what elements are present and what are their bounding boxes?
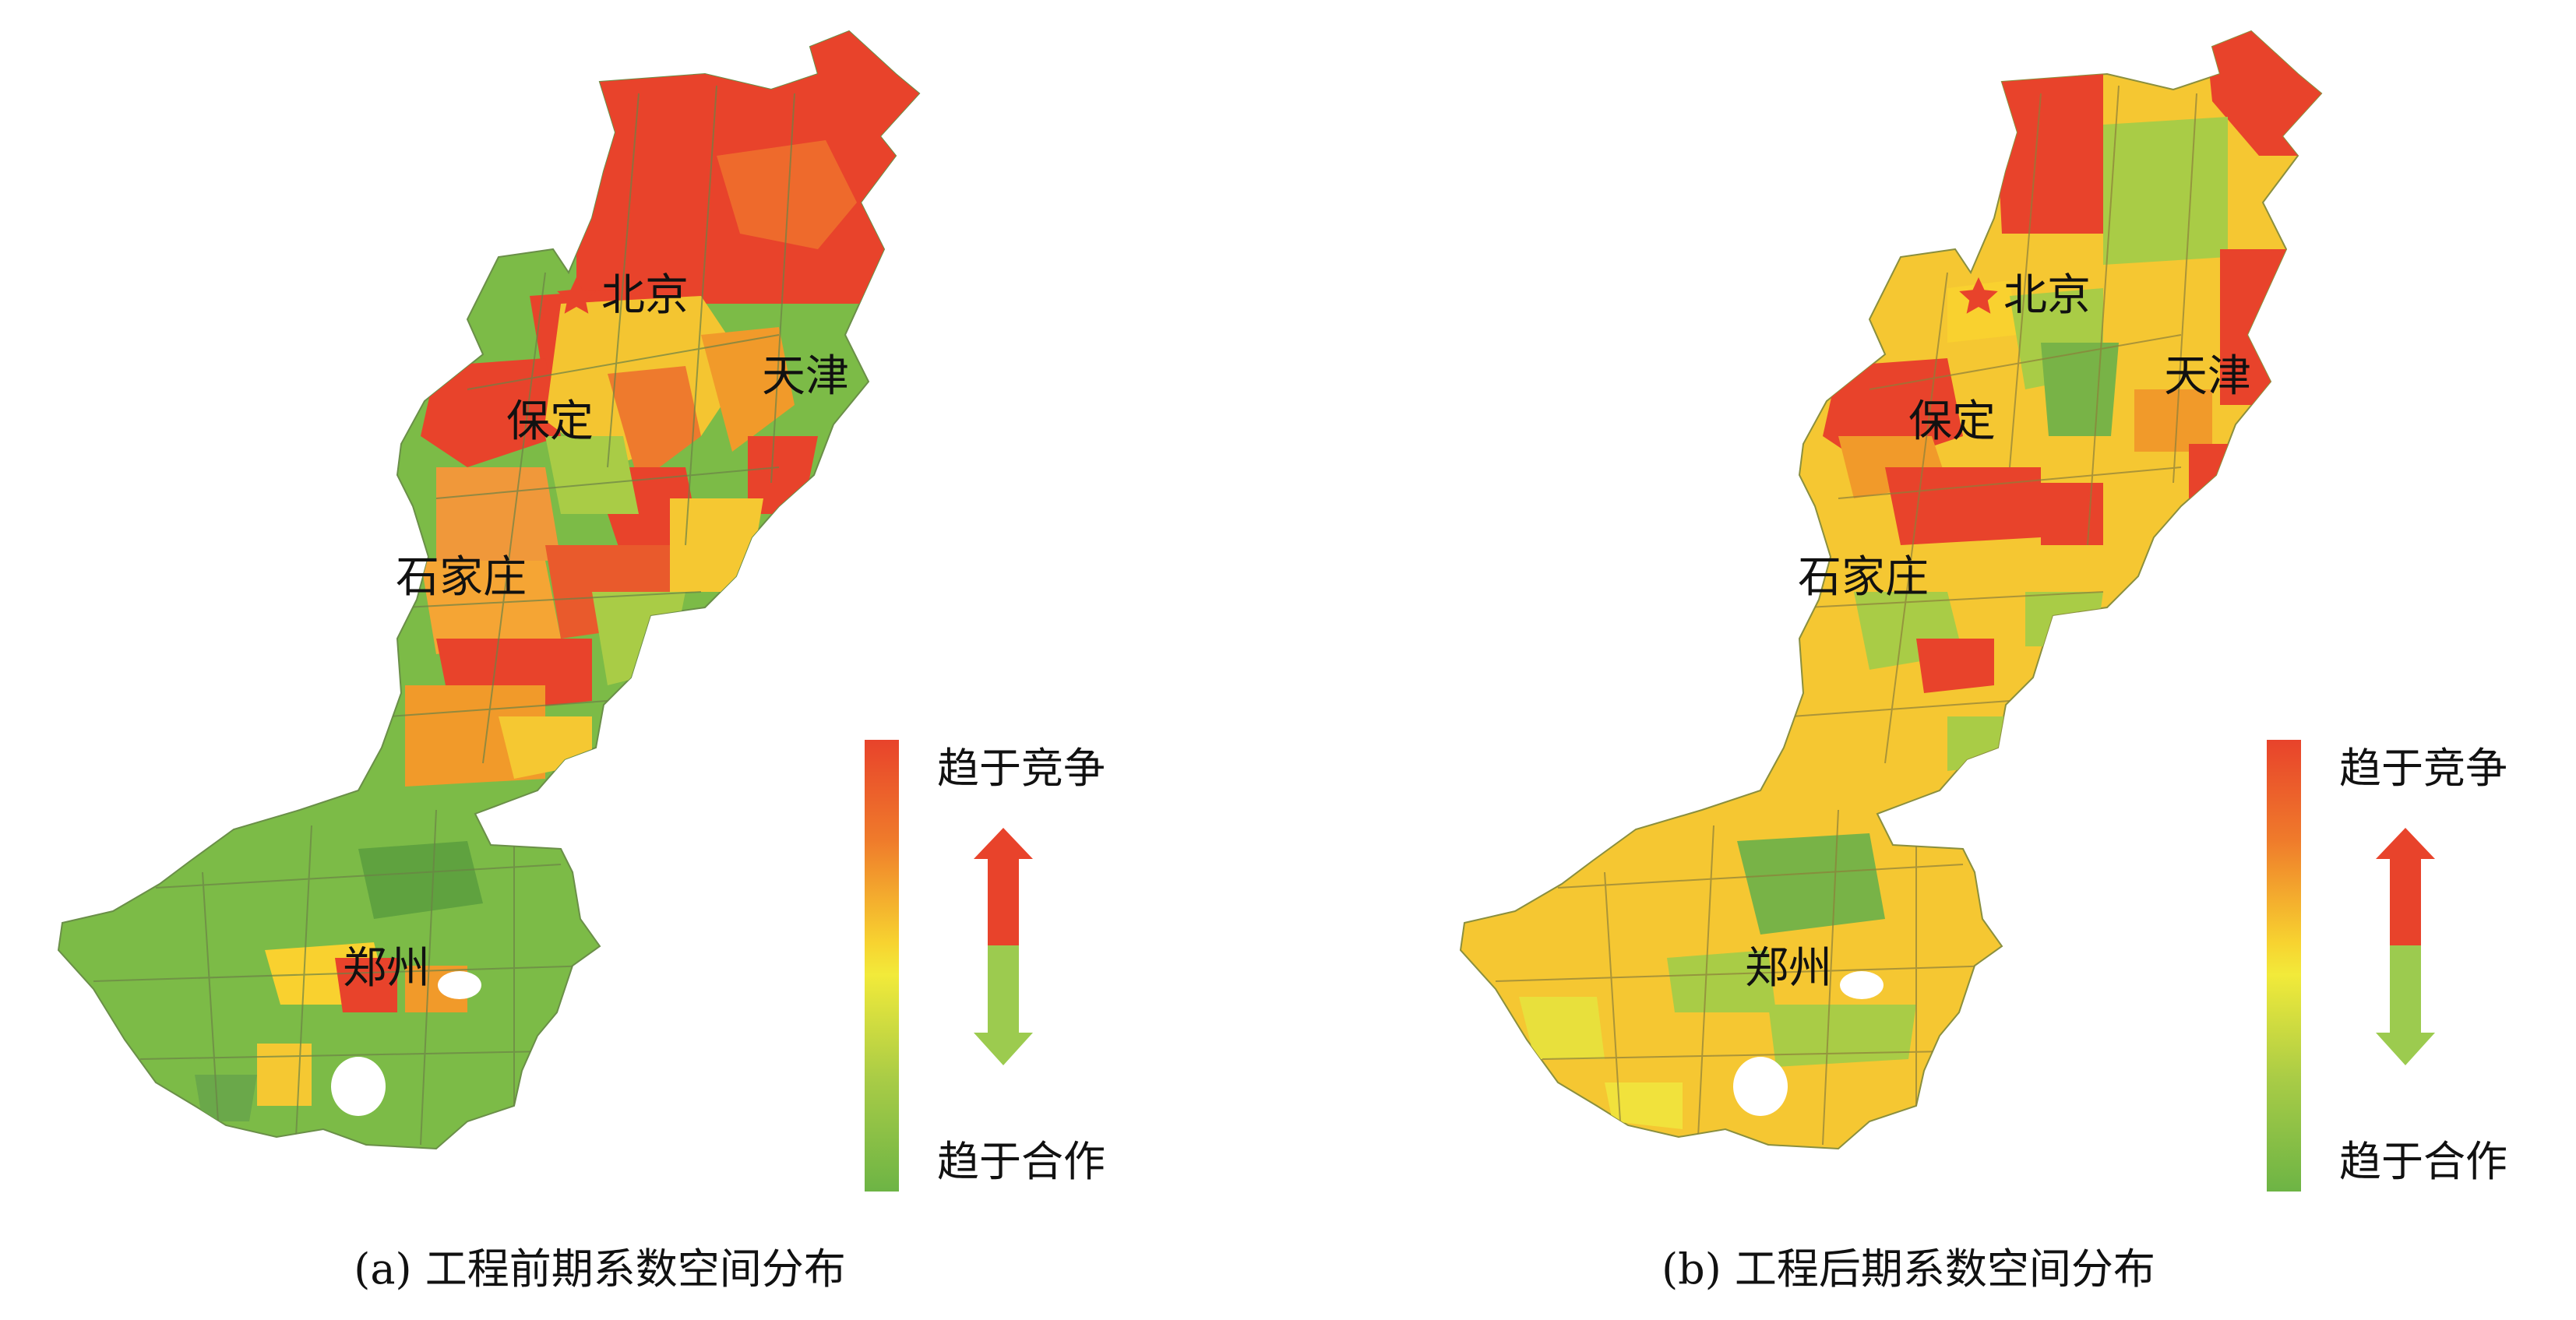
city-label-beijing: 北京 bbox=[601, 270, 689, 321]
panel-a: 北京 天津 保定 石家庄 郑州 趋于竞争 趋于合作 bbox=[57, 30, 1105, 1192]
region-b-zones bbox=[1519, 31, 2321, 1129]
city-label-tianjin: 天津 bbox=[762, 351, 849, 402]
city-label-baoding: 保定 bbox=[1908, 396, 1996, 447]
region-a-zones bbox=[195, 31, 919, 1121]
hole-b-1 bbox=[1733, 1057, 1788, 1116]
caption-a: (a) 工程前期系数空间分布 bbox=[354, 1244, 846, 1294]
map-a: 北京 天津 保定 石家庄 郑州 趋于竞争 趋于合作 bbox=[57, 30, 1105, 1192]
legend-top-label-b: 趋于竞争 bbox=[2339, 744, 2507, 793]
arrow-down-icon bbox=[2376, 945, 2435, 1065]
legend-color-bar-b bbox=[2267, 740, 2301, 1192]
legend-top-label-a: 趋于竞争 bbox=[937, 744, 1105, 793]
county-borders-a bbox=[93, 85, 795, 1146]
hole-a-2 bbox=[438, 971, 481, 999]
city-label-tianjin: 天津 bbox=[2164, 351, 2251, 402]
caption-b: (b) 工程后期系数空间分布 bbox=[1662, 1244, 2155, 1294]
legend-bottom-label-b: 趋于合作 bbox=[2339, 1137, 2507, 1186]
legend-bottom-label-a: 趋于合作 bbox=[937, 1137, 1105, 1186]
panel-b: 北京 天津 保定 石家庄 郑州 趋于竞争 趋于合作 bbox=[1402, 0, 2576, 1320]
city-label-beijing: 北京 bbox=[2003, 270, 2091, 321]
map-b: 北京 天津 保定 石家庄 郑州 趋于竞争 趋于合作 bbox=[1459, 30, 2507, 1192]
capital-star-icon bbox=[1959, 277, 1998, 314]
city-label-zhengzhou: 郑州 bbox=[343, 943, 430, 994]
arrow-up-icon bbox=[2376, 828, 2435, 945]
legend-color-bar-a bbox=[865, 740, 899, 1192]
city-label-shijiazhuang: 石家庄 bbox=[1798, 552, 1929, 603]
city-label-baoding: 保定 bbox=[506, 396, 594, 447]
hole-a-1 bbox=[331, 1057, 386, 1116]
arrow-down-icon bbox=[974, 945, 1033, 1065]
hole-b-2 bbox=[1840, 971, 1884, 999]
arrow-up-icon bbox=[974, 828, 1033, 945]
city-label-zhengzhou: 郑州 bbox=[1745, 943, 1832, 994]
city-label-shijiazhuang: 石家庄 bbox=[396, 552, 527, 603]
capital-star-icon bbox=[557, 277, 596, 314]
county-borders-b bbox=[1495, 85, 2197, 1146]
